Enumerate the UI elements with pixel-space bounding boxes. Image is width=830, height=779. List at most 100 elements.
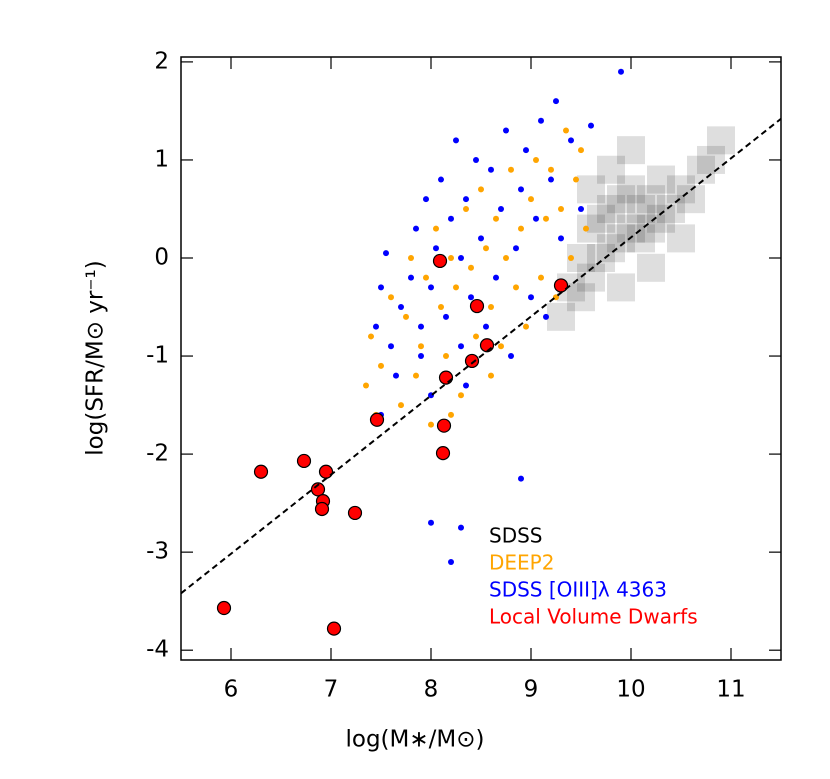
point xyxy=(433,245,439,252)
point xyxy=(533,215,539,222)
point xyxy=(508,166,514,173)
point xyxy=(423,274,429,281)
density-cell xyxy=(637,214,665,243)
point xyxy=(403,313,409,320)
point xyxy=(398,402,404,409)
point xyxy=(438,176,444,183)
x-axis-label: log(M∗/M⊙) xyxy=(346,727,485,753)
density-cell xyxy=(697,145,725,174)
point xyxy=(435,446,451,461)
point xyxy=(369,412,385,427)
point xyxy=(443,353,449,360)
point xyxy=(463,196,469,203)
point xyxy=(573,176,579,183)
density-cell xyxy=(587,204,615,233)
point xyxy=(368,333,374,340)
point xyxy=(378,284,384,291)
point xyxy=(528,294,534,301)
point xyxy=(488,304,494,311)
point xyxy=(558,205,564,212)
point xyxy=(216,600,232,616)
point xyxy=(493,215,499,222)
point xyxy=(588,122,594,129)
point xyxy=(458,392,464,399)
point xyxy=(568,137,574,144)
point xyxy=(448,411,454,418)
point xyxy=(453,137,459,144)
point xyxy=(483,323,489,330)
point xyxy=(563,127,569,134)
point xyxy=(398,304,404,311)
point xyxy=(583,225,589,232)
y-tick-label: 1 xyxy=(154,146,169,172)
density-cell xyxy=(627,194,655,223)
point xyxy=(296,453,312,469)
point xyxy=(453,284,459,291)
y-tick-label: 2 xyxy=(154,48,169,74)
point xyxy=(436,418,452,433)
point xyxy=(458,343,464,350)
point xyxy=(498,205,504,212)
point xyxy=(418,353,424,360)
point xyxy=(413,225,419,232)
point xyxy=(478,186,484,193)
y-tick-label: -2 xyxy=(146,441,169,467)
density-cell xyxy=(577,214,605,243)
point xyxy=(433,225,439,232)
point xyxy=(253,464,269,479)
point xyxy=(558,235,564,242)
x-tick-label: 9 xyxy=(524,677,539,703)
point xyxy=(518,225,524,232)
point xyxy=(578,205,584,212)
density-cell xyxy=(597,194,625,223)
point xyxy=(518,186,524,193)
point xyxy=(463,205,469,212)
x-tick-label: 6 xyxy=(224,677,239,703)
point xyxy=(528,196,534,203)
x-tick-label: 10 xyxy=(616,677,645,703)
y-axis-label: log(SFR/M⊙ yr⁻¹) xyxy=(83,260,109,455)
density-cell xyxy=(607,185,635,214)
point xyxy=(553,278,569,293)
point xyxy=(423,196,429,203)
point xyxy=(513,245,519,252)
y-tick-label: -1 xyxy=(146,343,169,369)
density-cell xyxy=(647,165,675,194)
point xyxy=(479,338,495,353)
point xyxy=(448,215,454,222)
density-cell xyxy=(667,224,695,253)
point xyxy=(498,343,504,350)
density-cell xyxy=(617,175,645,204)
point xyxy=(469,298,485,314)
point xyxy=(438,304,444,311)
y-tick-label: -3 xyxy=(146,539,169,565)
point xyxy=(578,147,584,154)
point xyxy=(508,353,514,360)
point xyxy=(373,323,379,330)
point xyxy=(363,382,369,389)
point xyxy=(553,98,559,105)
legend-entry: Local Volume Dwarfs xyxy=(489,605,698,629)
density-cell xyxy=(607,273,635,302)
point xyxy=(513,284,519,291)
point xyxy=(443,313,449,320)
x-tick-label: 7 xyxy=(324,677,339,703)
density-cell xyxy=(647,204,675,233)
point xyxy=(458,524,464,531)
x-tick-label: 11 xyxy=(716,677,745,703)
point xyxy=(326,621,342,636)
point xyxy=(543,313,549,320)
point xyxy=(428,519,434,526)
point xyxy=(488,372,494,379)
legend-entry: DEEP2 xyxy=(489,551,554,575)
point xyxy=(468,264,474,271)
point xyxy=(503,255,509,261)
y-tick-label: 0 xyxy=(154,245,169,271)
density-cell xyxy=(547,302,575,331)
point xyxy=(428,421,434,428)
point xyxy=(448,255,454,261)
x-tick-label: 8 xyxy=(424,677,439,703)
point xyxy=(473,156,479,163)
point xyxy=(318,464,334,479)
point xyxy=(428,284,434,291)
